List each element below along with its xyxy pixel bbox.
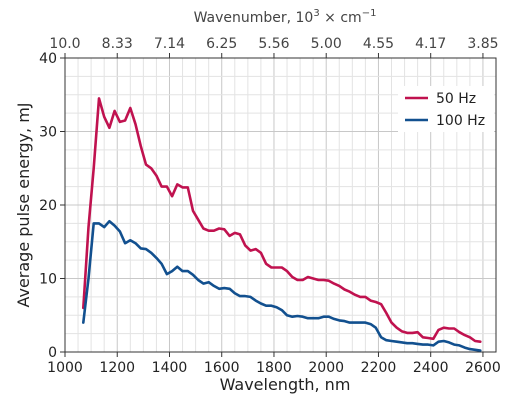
x-tick-label: 1800 xyxy=(256,360,292,376)
series-line-1 xyxy=(82,97,482,344)
top-tick-label: 8.33 xyxy=(102,36,133,52)
x-tick-label: 2600 xyxy=(465,360,501,376)
x-tick-label: 2400 xyxy=(413,360,449,376)
top-tick-label: 5.00 xyxy=(311,36,342,52)
x-tick-label: 2200 xyxy=(361,360,397,376)
top-tick-label: 7.14 xyxy=(154,36,185,52)
series-layer xyxy=(82,97,482,352)
top-tick-label: 10.0 xyxy=(49,36,80,52)
y-tick-label: 40 xyxy=(39,51,57,67)
top-tick-label: 4.17 xyxy=(415,36,446,52)
legend: 50 Hz 100 Hz xyxy=(398,86,494,132)
left-ticks: 0 10 20 30 40 xyxy=(39,51,65,361)
y-tick-label: 20 xyxy=(39,198,57,214)
series-line-2 xyxy=(82,219,482,352)
top-ticks: 10.0 8.33 7.14 6.25 5.56 5.00 4.55 4.17 3.85 xyxy=(49,36,499,58)
top-tick-label: 5.56 xyxy=(258,36,289,52)
top-tick-label: 4.55 xyxy=(363,36,394,52)
top-tick-label: 6.25 xyxy=(206,36,237,52)
legend-label-1: 50 Hz xyxy=(436,91,476,107)
bottom-ticks: 1000 1200 1400 1600 1800 2000 2200 2400 2600 xyxy=(47,352,501,376)
y-axis-title: Average pulse energy, mJ xyxy=(14,102,33,307)
y-tick-label: 30 xyxy=(39,125,57,141)
x-tick-label: 2000 xyxy=(308,360,344,376)
y-tick-label: 10 xyxy=(39,272,57,288)
x-tick-label: 1600 xyxy=(204,360,240,376)
x-tick-label: 1000 xyxy=(47,360,83,376)
top-axis-title: Wavenumber, 103 × cm−1 xyxy=(194,8,377,26)
top-tick-label: 3.85 xyxy=(467,36,498,52)
legend-label-2: 100 Hz xyxy=(436,113,485,129)
x-tick-label: 1400 xyxy=(152,360,188,376)
legend-background xyxy=(398,86,494,132)
x-axis-title: Wavelength, nm xyxy=(220,375,351,394)
y-tick-label: 0 xyxy=(48,345,57,361)
x-tick-label: 1200 xyxy=(99,360,135,376)
